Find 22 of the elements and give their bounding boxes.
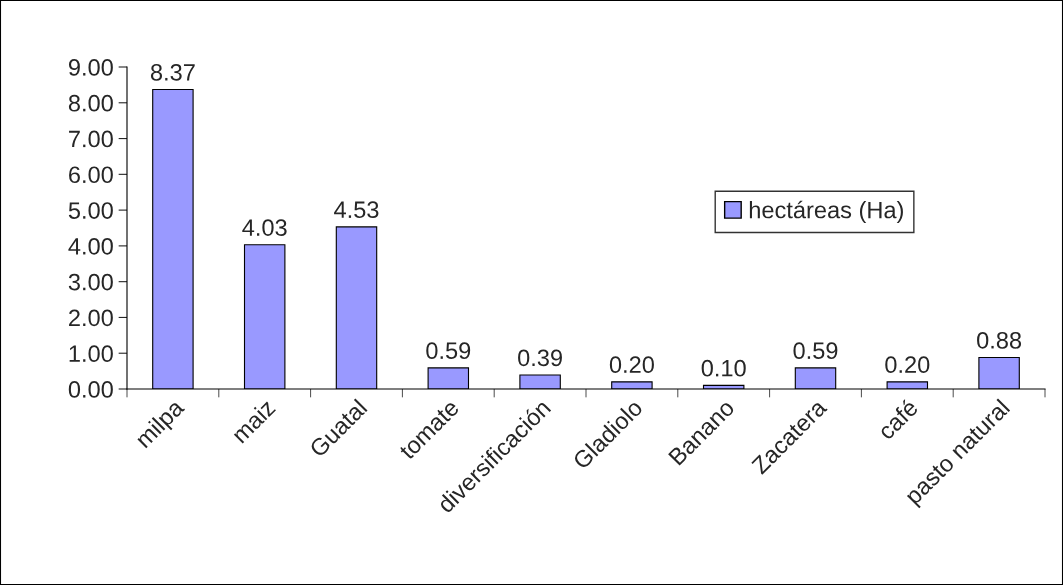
y-tick-label: 2.00: [69, 309, 113, 327]
data-label: 0.59: [426, 342, 471, 360]
y-tick-label: 9.00: [68, 59, 113, 76]
data-label: 0.10: [701, 359, 746, 377]
data-label: 4.03: [242, 219, 287, 236]
y-tick-label: 0.00: [68, 381, 113, 398]
data-label: 4.53: [334, 201, 379, 219]
y-tick-label: 8.00: [68, 94, 113, 112]
data-label: 0.59: [793, 342, 838, 360]
data-label: 0.20: [885, 356, 930, 374]
y-tick-label: 7.00: [69, 130, 113, 148]
data-label: 8.37: [150, 63, 195, 81]
data-label: 0.20: [609, 356, 654, 374]
y-tick-label: 5.00: [68, 202, 113, 219]
data-label: 0.88: [977, 331, 1022, 349]
y-tick-label: 1.00: [69, 345, 113, 363]
data-label: 0.39: [518, 349, 562, 367]
legend-label: hectáreas (Ha): [749, 200, 903, 224]
x-tick-label: café: [876, 397, 919, 441]
y-tick-label: 4.00: [68, 237, 113, 255]
y-tick-label: 6.00: [69, 166, 113, 184]
y-tick-label: 3.00: [68, 273, 113, 291]
